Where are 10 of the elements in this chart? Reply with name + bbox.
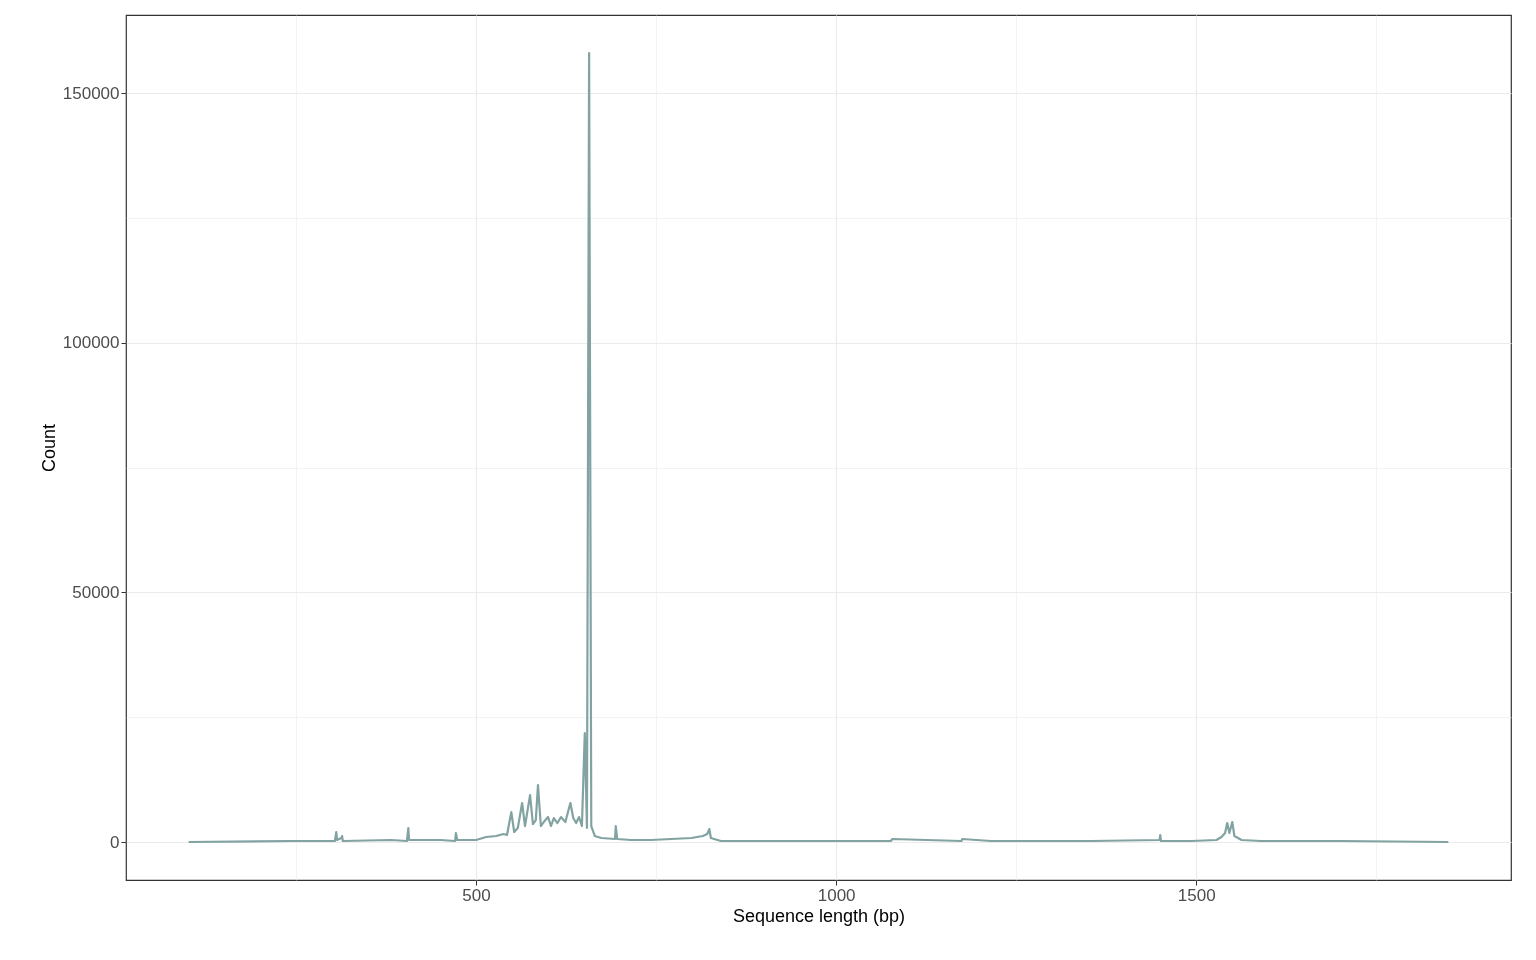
y-tick-label: 100000 — [62, 333, 120, 353]
x-axis-title: Sequence length (bp) — [732, 905, 906, 926]
y-axis-title: Count — [38, 423, 59, 473]
y-tick-label: 0 — [110, 832, 120, 852]
y-tick-label: 50000 — [72, 582, 120, 602]
x-tick-label: 1000 — [817, 885, 856, 905]
y-tick-label: 150000 — [62, 83, 120, 103]
x-tick-label: 500 — [462, 885, 491, 905]
x-tick-label: 1500 — [1177, 885, 1216, 905]
line-series — [187, 52, 1450, 844]
